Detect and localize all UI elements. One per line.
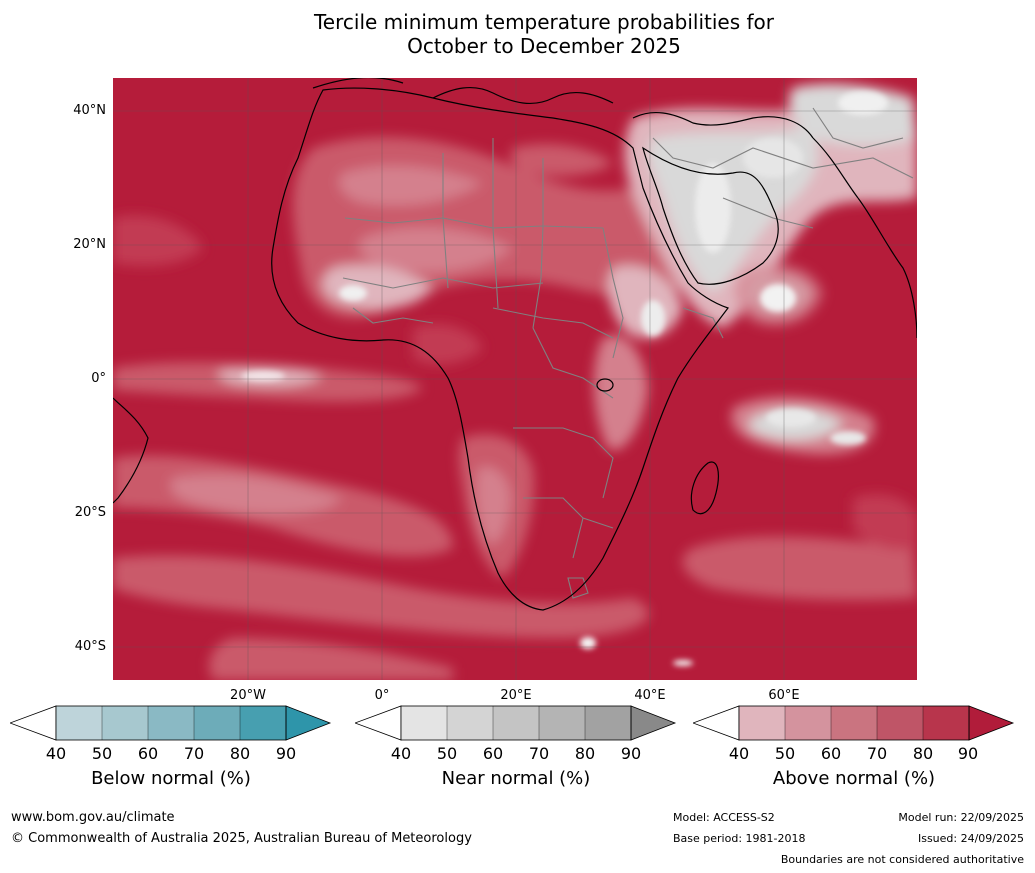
colorbar-below-normal: [10, 705, 332, 741]
below-tick-40: 40: [45, 744, 67, 763]
near-tick-50: 50: [436, 744, 458, 763]
probability-shading: [113, 83, 917, 680]
lat-tick-20n: 20°N: [73, 237, 106, 252]
legend-above-normal: [693, 705, 1015, 741]
lat-tick-40n: 40°N: [73, 103, 106, 118]
colorbar-near-normal: [355, 705, 677, 741]
legend-near-normal: [355, 705, 677, 741]
footer-model: Model: ACCESS-S2: [673, 811, 775, 824]
lat-tick-20s: 20°S: [74, 505, 106, 520]
footer-base-period: Base period: 1981-2018: [673, 832, 806, 845]
legend-title-below-normal: Below normal (%): [91, 768, 251, 789]
coastline: [113, 78, 917, 611]
lon-tick-0: 0°: [374, 688, 390, 703]
near-tick-60: 60: [482, 744, 504, 763]
lon-tick-60e: 60°E: [768, 688, 800, 703]
legend-title-near-normal: Near normal (%): [441, 768, 591, 789]
lon-tick-20w: 20°W: [230, 688, 266, 703]
probability-map: [113, 78, 917, 680]
above-tick-50: 50: [774, 744, 796, 763]
above-tick-80: 80: [912, 744, 934, 763]
above-tick-40: 40: [728, 744, 750, 763]
above-tick-60: 60: [820, 744, 842, 763]
below-tick-70: 70: [183, 744, 205, 763]
footer-copyright: © Commonwealth of Australia 2025, Austra…: [11, 831, 472, 846]
lat-tick-40s: 40°S: [74, 639, 106, 654]
footer-model-run: Model run: 22/09/2025: [898, 811, 1024, 824]
legend-title-above-normal: Above normal (%): [772, 768, 936, 789]
map-title-line1: Tercile minimum temperature probabilitie…: [313, 10, 775, 34]
lat-tick-0: 0°: [91, 371, 106, 386]
lon-tick-40e: 40°E: [634, 688, 666, 703]
lon-tick-20e: 20°E: [500, 688, 532, 703]
colorbar-above-normal: [693, 705, 1015, 741]
map-title-line2: October to December 2025: [407, 34, 681, 58]
near-tick-80: 80: [574, 744, 596, 763]
map-title: Tercile minimum temperature probabilitie…: [0, 10, 1035, 58]
legend-below-normal: [10, 705, 332, 741]
below-tick-50: 50: [91, 744, 113, 763]
footer-issued: Issued: 24/09/2025: [917, 832, 1024, 845]
country-borders: [342, 107, 914, 599]
footer-disclaimer: Boundaries are not considered authoritat…: [780, 853, 1024, 866]
near-tick-40: 40: [390, 744, 412, 763]
near-tick-90: 90: [620, 744, 642, 763]
footer-url[interactable]: www.bom.gov.au/climate: [11, 810, 175, 825]
near-normal-patches: [241, 91, 888, 666]
below-tick-80: 80: [229, 744, 251, 763]
below-tick-60: 60: [137, 744, 159, 763]
map-panel: [113, 78, 917, 680]
above-tick-90: 90: [957, 744, 979, 763]
near-tick-70: 70: [528, 744, 550, 763]
above-tick-70: 70: [866, 744, 888, 763]
below-tick-90: 90: [275, 744, 297, 763]
graticule: [113, 78, 917, 680]
